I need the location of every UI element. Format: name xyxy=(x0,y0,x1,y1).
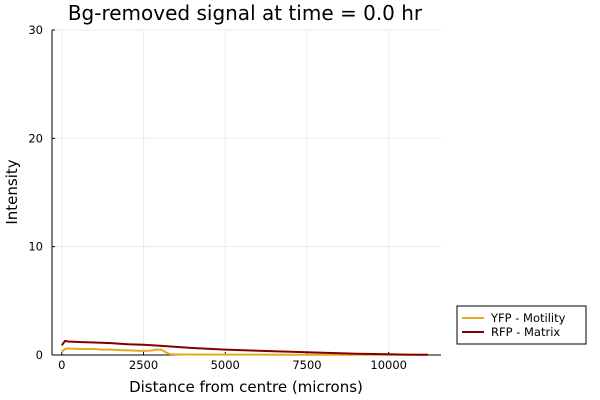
y-axis-label: Intensity xyxy=(3,159,21,224)
legend-label: YFP - Motility xyxy=(490,311,566,325)
y-tick-label: 0 xyxy=(36,348,43,362)
x-tick-label: 10000 xyxy=(370,358,407,372)
chart-title: Bg-removed signal at time = 0.0 hr xyxy=(68,1,423,25)
axes xyxy=(51,30,441,356)
y-tick-label: 10 xyxy=(28,240,43,254)
ticks: 0 2500 5000 7500 10000 0 10 20 30 xyxy=(28,23,407,372)
grid xyxy=(52,29,441,356)
x-tick-label: 2500 xyxy=(129,358,158,372)
legend-label: RFP - Matrix xyxy=(491,325,560,339)
x-tick-label: 7500 xyxy=(292,358,321,372)
x-tick-label: 0 xyxy=(58,358,65,372)
legend-box xyxy=(456,305,587,345)
y-tick-label: 30 xyxy=(28,23,43,37)
series xyxy=(60,339,428,356)
series-line-2 xyxy=(60,339,428,356)
series-line-1 xyxy=(61,347,428,356)
x-tick-label: 5000 xyxy=(211,358,240,372)
y-tick-label: 20 xyxy=(28,131,43,145)
x-axis-label: Distance from centre (microns) xyxy=(129,378,363,396)
